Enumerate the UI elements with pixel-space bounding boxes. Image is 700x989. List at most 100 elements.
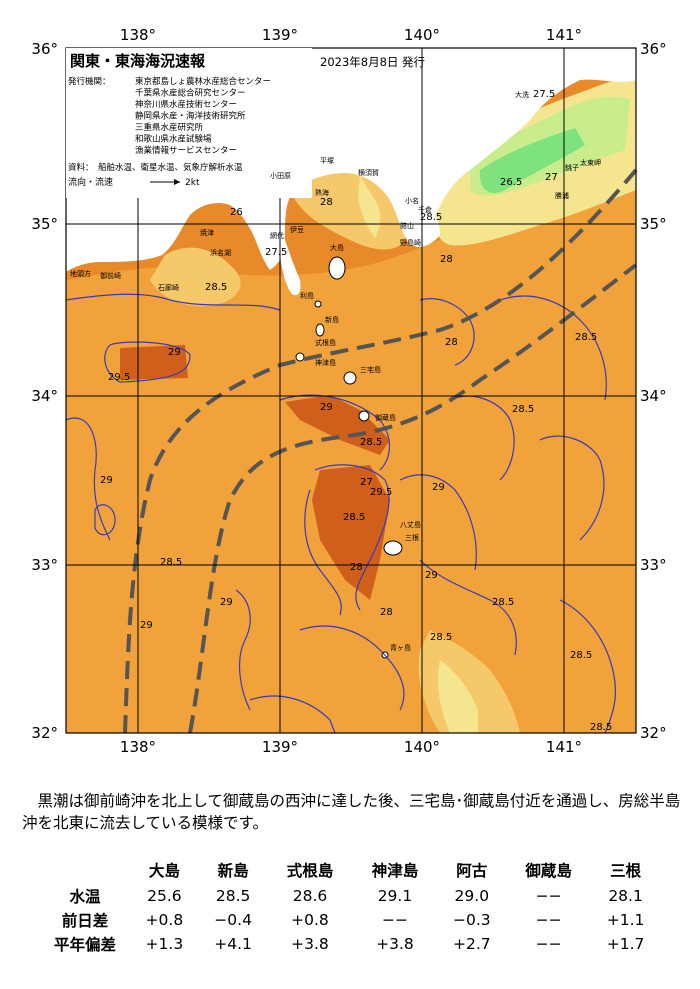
latitude-labels-left: 36° 35° 34° 33° 32° bbox=[31, 40, 58, 742]
isotherm-value: 28.5 bbox=[575, 332, 597, 343]
cool-zone-suruga bbox=[150, 247, 241, 307]
longitude-label: 138° bbox=[120, 738, 156, 756]
coldest-zone bbox=[479, 128, 585, 194]
isotherm-value-labels: 27.5 26.5 27 28.5 28 26 28.5 29 29.5 28.5 28 29 28.5… bbox=[100, 89, 612, 733]
isotherm-value: 29 bbox=[220, 597, 233, 608]
table-cell: −− bbox=[535, 911, 562, 929]
island-mikurajima bbox=[358, 410, 370, 422]
isotherm-value: 29.5 bbox=[108, 372, 130, 383]
latitude-label: 33° bbox=[31, 556, 58, 574]
table-body: 水温 25.6 28.5 28.6 29.1 29.0 −− 28.1 前日差 +0.8 −0.4 +… bbox=[40, 884, 660, 956]
longitude-label: 138° bbox=[120, 26, 156, 44]
table-cell: +0.8 bbox=[291, 911, 329, 929]
row-label: 平年偏差 bbox=[53, 936, 116, 954]
isotherm-value: 28 bbox=[350, 562, 363, 573]
place-name: 網代 bbox=[270, 231, 284, 240]
place-name: 石廊崎 bbox=[158, 283, 179, 292]
place-name: 小名 bbox=[405, 196, 419, 205]
place-name: 太東岬 bbox=[580, 158, 601, 167]
isotherm-value: 27 bbox=[545, 172, 558, 183]
issuers-list: 東京都島しょ農林水産総合センター千葉県水産総合研究センター神奈川県水産技術センタ… bbox=[135, 76, 271, 156]
row-label: 前日差 bbox=[61, 912, 109, 930]
table-cell: 29.1 bbox=[377, 887, 413, 905]
latitude-label: 32° bbox=[31, 724, 58, 742]
map-canvas: 138° 139° 140° 141° 138° 139° 140° 141° 36° 35°… bbox=[31, 26, 667, 756]
table-row: 前日差 +0.8 −0.4 +0.8 −− −0.3 −− +1.1 bbox=[40, 908, 660, 932]
longitude-labels-bottom: 138° 139° 140° 141° bbox=[120, 738, 582, 756]
island-kozushima bbox=[295, 352, 305, 362]
sea-temperature-map: 138° 139° 140° 141° 138° 139° 140° 141° 36° 35°… bbox=[31, 26, 667, 756]
kuroshio-description: 黒潮は御前崎沖を北上して御蔵島の西沖に達した後、三宅島･御蔵島付近を通過し、房総… bbox=[22, 792, 681, 832]
latitude-label: 36° bbox=[31, 40, 58, 58]
table-cell: +1.1 bbox=[606, 911, 645, 929]
place-name: 館山 bbox=[400, 221, 414, 230]
isotherm-value: 29.5 bbox=[370, 487, 392, 498]
place-name: 銚子 bbox=[565, 163, 579, 172]
hot-patch-west bbox=[120, 345, 188, 380]
isotherm-value: 28.5 bbox=[512, 404, 534, 415]
map-frame bbox=[65, 47, 637, 734]
longitude-label: 139° bbox=[262, 26, 298, 44]
column-header: 御蔵島 bbox=[525, 862, 572, 880]
tokyo-bay bbox=[358, 175, 381, 238]
latitude-label: 35° bbox=[640, 215, 667, 233]
table-cell: −0.3 bbox=[452, 911, 491, 929]
isotherm-value: 28.5 bbox=[492, 597, 514, 608]
isotherm-lines bbox=[65, 293, 616, 734]
isotherm-value: 29 bbox=[425, 570, 438, 581]
issuers-label: 発行機関： bbox=[68, 76, 111, 87]
table-cell: 29.0 bbox=[454, 887, 490, 905]
isotherm-value: 29 bbox=[432, 482, 445, 493]
isotherm-value: 28.5 bbox=[205, 282, 227, 293]
land-izu-peninsula bbox=[280, 240, 301, 296]
column-header: 新島 bbox=[217, 862, 249, 880]
island-oshima bbox=[328, 256, 346, 280]
table-cell: 28.1 bbox=[608, 887, 643, 905]
place-name: 勝浦 bbox=[555, 191, 569, 200]
table-cell: +2.7 bbox=[452, 935, 491, 953]
island-hachijojima bbox=[383, 540, 403, 556]
column-header: 三根 bbox=[610, 862, 642, 880]
place-name: 八丈島 bbox=[400, 520, 421, 529]
map-title: 関東・東海海況速報 bbox=[70, 52, 206, 70]
place-name: 青ヶ島 bbox=[390, 643, 411, 652]
island-miyakejima bbox=[343, 371, 357, 385]
isotherm-value: 29 bbox=[100, 475, 113, 486]
issue-date: 2023年8月8日 発行 bbox=[320, 55, 425, 69]
isotherm-value: 28.5 bbox=[430, 632, 452, 643]
sources-text: 船舶水温、衛星水温、気象庁解析水温 bbox=[98, 162, 243, 173]
place-name: 神津島 bbox=[315, 358, 336, 367]
table-cell: +3.8 bbox=[376, 935, 414, 953]
table-row: 平年偏差 +1.3 +4.1 +3.8 +3.8 +2.7 −− +1.7 bbox=[40, 932, 660, 956]
table-cell: 25.6 bbox=[147, 887, 182, 905]
latitude-label: 36° bbox=[640, 40, 667, 58]
isotherm-value: 28.5 bbox=[360, 437, 382, 448]
latitude-label: 34° bbox=[31, 387, 58, 405]
longitude-label: 140° bbox=[404, 26, 440, 44]
island-toshima bbox=[314, 300, 322, 308]
place-name: 御蔵島 bbox=[375, 413, 396, 422]
place-name: 式根島 bbox=[315, 338, 336, 347]
issuer-name: 和歌山県水産試験場 bbox=[135, 134, 212, 145]
table-cell: 28.6 bbox=[292, 887, 328, 905]
table-cell: −0.4 bbox=[214, 911, 252, 929]
place-name: 熱海 bbox=[315, 188, 329, 197]
isotherm-value: 28.5 bbox=[343, 512, 365, 523]
flow-legend-unit: 2kt bbox=[185, 178, 200, 188]
issuer-name: 漁業情報サービスセンター bbox=[135, 145, 237, 156]
table-cell: −− bbox=[381, 911, 408, 929]
table-cell: +0.8 bbox=[145, 911, 184, 929]
longitude-label: 141° bbox=[546, 26, 582, 44]
legend-box bbox=[66, 48, 312, 198]
latitude-label: 33° bbox=[640, 556, 667, 574]
isotherm-value: 28.5 bbox=[420, 212, 442, 223]
island-niijima bbox=[315, 323, 325, 337]
column-header: 阿古 bbox=[456, 862, 488, 880]
cooler-zone-south bbox=[438, 660, 478, 733]
isotherm-value: 27.5 bbox=[265, 247, 287, 258]
isotherm-value: 27.5 bbox=[533, 89, 555, 100]
isotherm-value: 28 bbox=[440, 254, 453, 265]
table-cell: +1.7 bbox=[606, 935, 645, 953]
place-name: 小田原 bbox=[270, 171, 291, 180]
longitude-label: 139° bbox=[262, 738, 298, 756]
